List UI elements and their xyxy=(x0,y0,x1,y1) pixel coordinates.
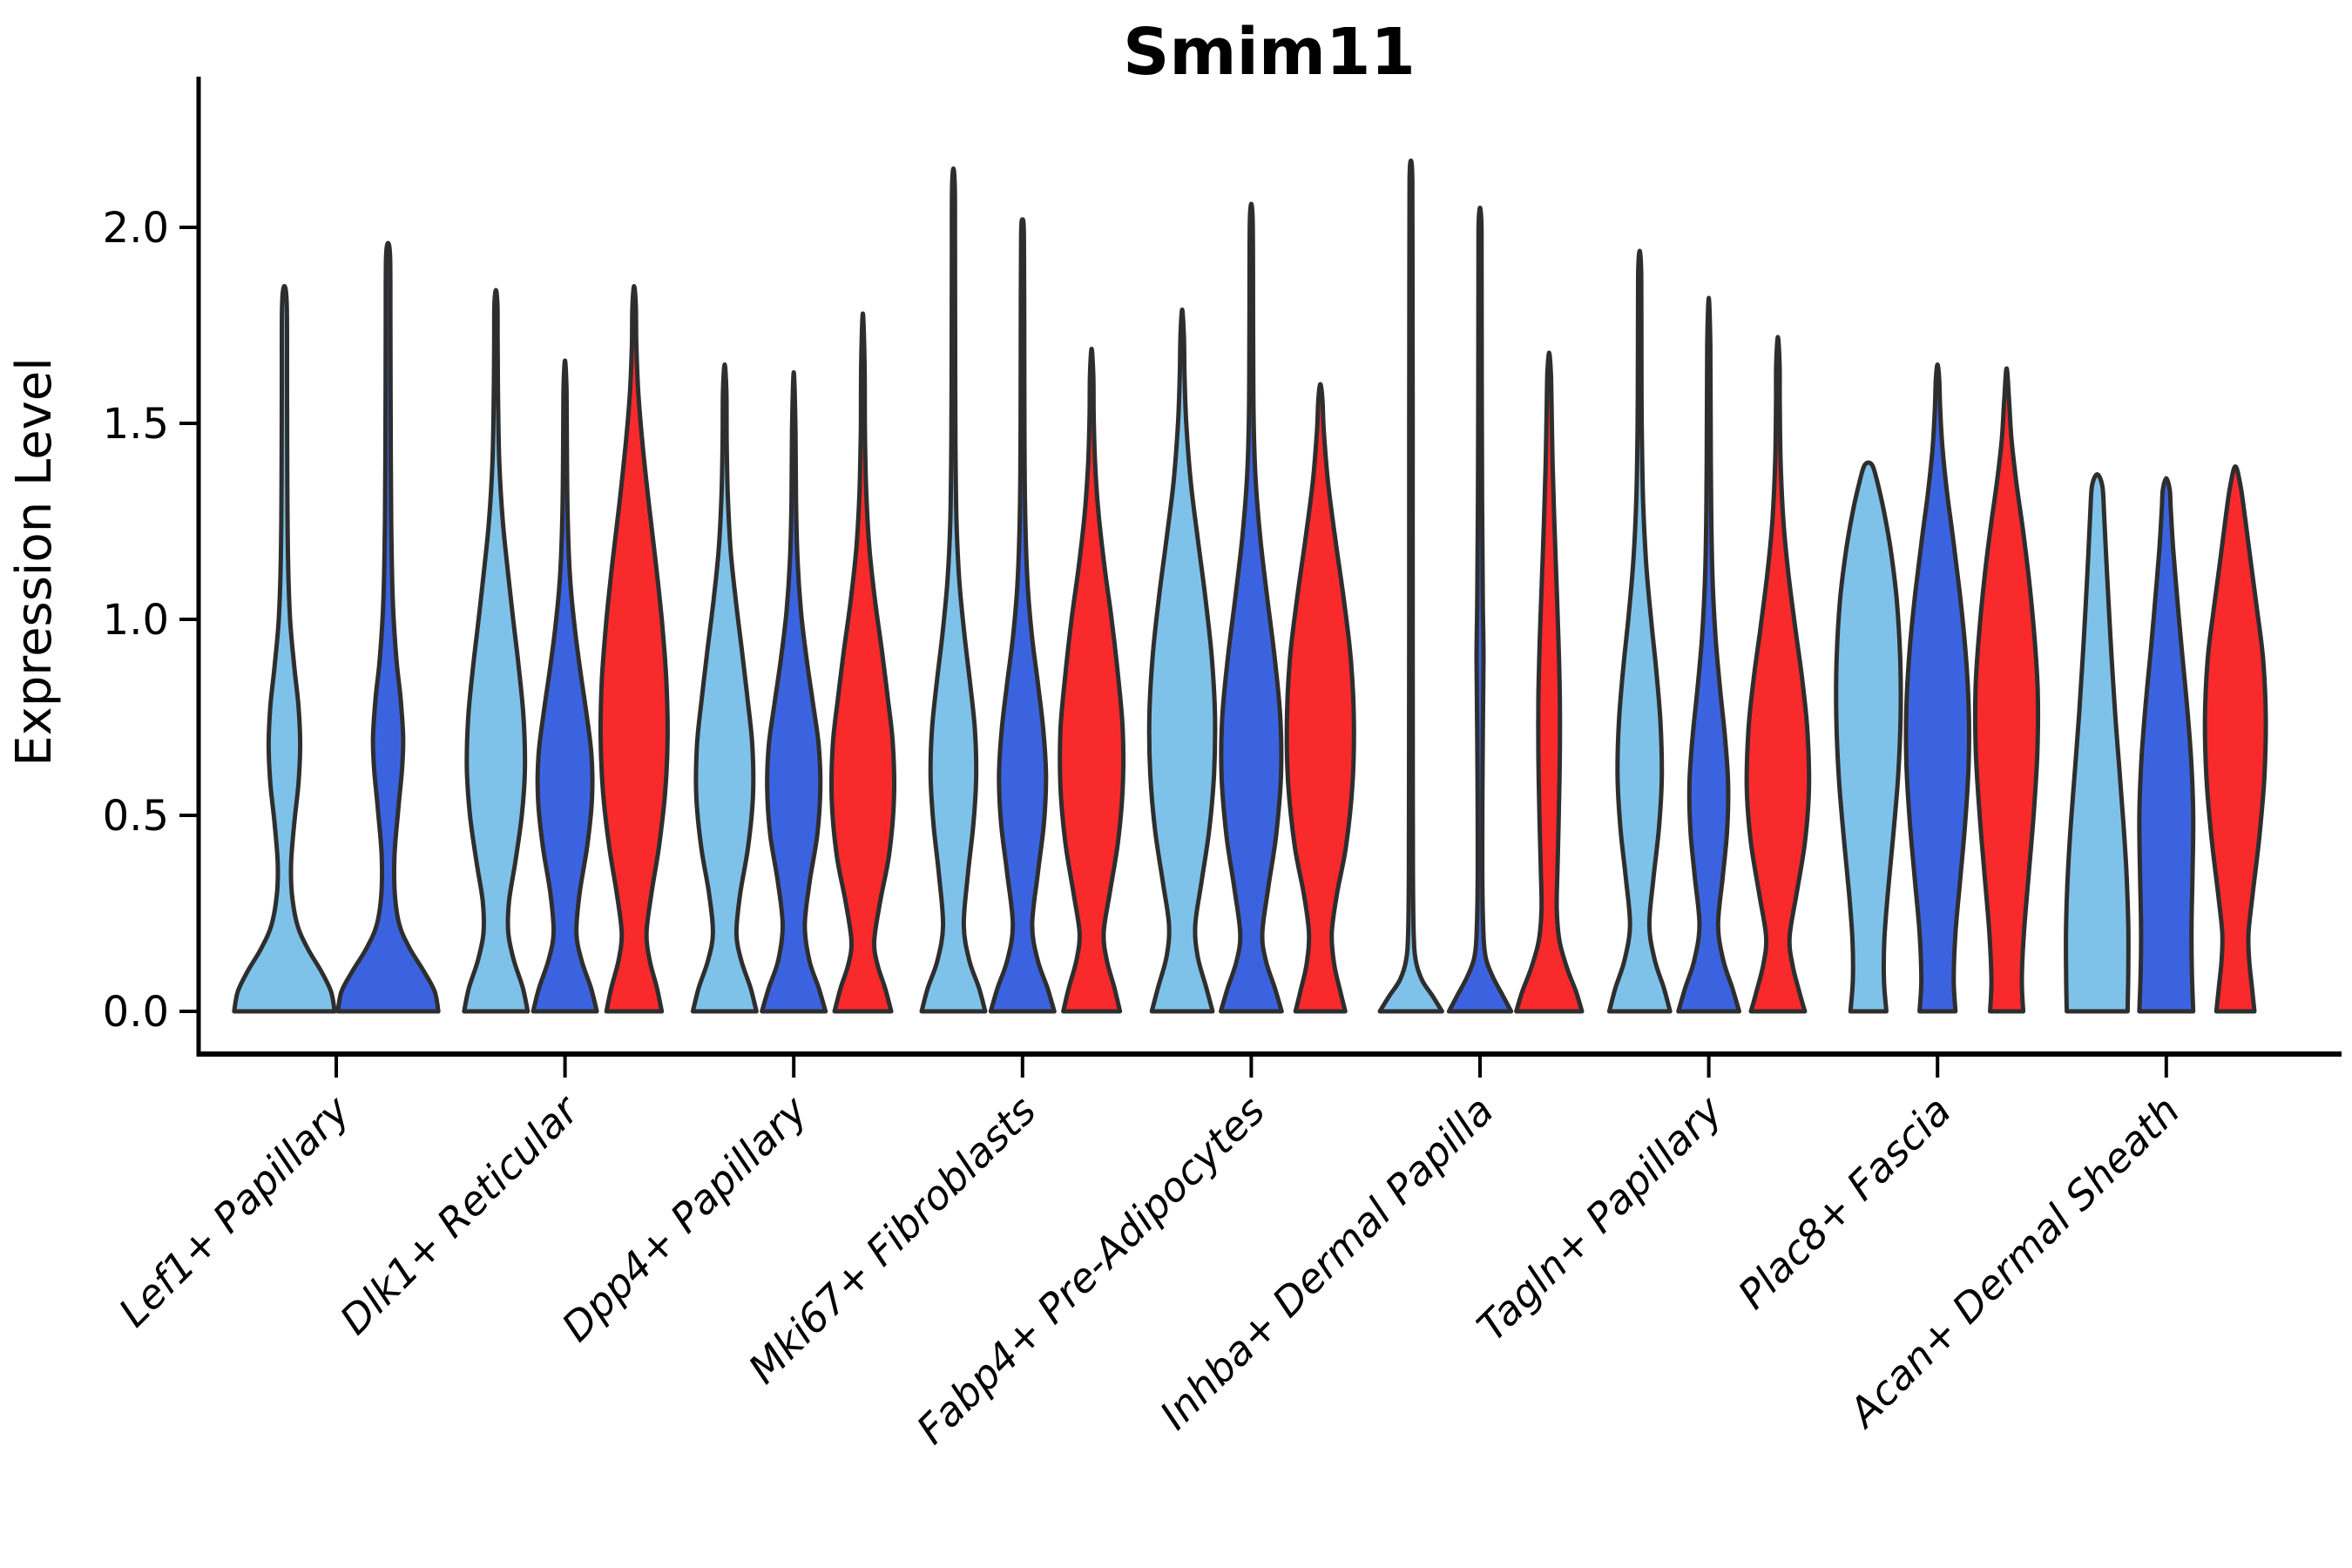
violin-lef1-papillary-light-blue xyxy=(232,284,337,1014)
violin-fabp4-pre-adipocytes-dark-blue xyxy=(1219,201,1284,1014)
violin-dpp4-papillary-dark-blue xyxy=(760,370,828,1014)
violin-acan-dermal-sheath-red xyxy=(2202,464,2268,1014)
y-tick-label-0.0: 0.0 xyxy=(103,988,169,1037)
violin-plac8-fascia-dark-blue xyxy=(1903,362,1971,1014)
violin-plac8-fascia-light-blue xyxy=(1834,460,1903,1014)
violin-lef1-papillary-dark-blue xyxy=(335,240,441,1014)
violin-mki67-fibroblasts-dark-blue xyxy=(988,217,1057,1014)
x-tick-label-lef1-papillary: Lef1+ Papillary xyxy=(110,1086,359,1335)
violin-tagln-papillary-red xyxy=(1744,335,1812,1014)
x-tick-label-tagln-papillary: Tagln+ Papillary xyxy=(1468,1086,1732,1350)
y-axis-ticks-layer: 0.0 0.5 1.0 1.5 2.0 xyxy=(103,204,199,1037)
violin-fabp4-pre-adipocytes-light-blue xyxy=(1146,308,1218,1014)
x-tick-label-dpp4-papillary: Dpp4+ Papillary xyxy=(552,1086,816,1350)
x-tick-label-dlk1-reticular: Dlk1+ Reticular xyxy=(331,1085,590,1343)
violin-dpp4-papillary-light-blue xyxy=(690,362,759,1014)
y-axis-label: Expression Level xyxy=(6,357,63,767)
violin-inhba-dermal-papilla-dark-blue xyxy=(1446,206,1514,1014)
y-tick-label-1.0: 1.0 xyxy=(103,596,169,645)
violin-fabp4-pre-adipocytes-red xyxy=(1284,382,1356,1014)
chart-title: Smim11 xyxy=(1123,15,1416,90)
violin-dlk1-reticular-light-blue xyxy=(462,287,531,1014)
violin-inhba-dermal-papilla-red xyxy=(1514,350,1585,1014)
violin-acan-dermal-sheath-dark-blue xyxy=(2137,476,2196,1014)
y-tick-label-1.5: 1.5 xyxy=(103,400,169,449)
y-tick-label-0.5: 0.5 xyxy=(103,792,169,841)
violin-tagln-papillary-dark-blue xyxy=(1676,295,1741,1014)
violin-plac8-fascia-red xyxy=(1972,366,2041,1014)
violin-dpp4-papillary-red xyxy=(829,311,897,1014)
violin-mki67-fibroblasts-light-blue xyxy=(919,166,988,1014)
y-tick-label-2.0: 2.0 xyxy=(103,204,169,253)
violin-dlk1-reticular-red xyxy=(598,284,670,1014)
violin-inhba-dermal-papilla-light-blue xyxy=(1377,159,1444,1014)
violin-acan-dermal-sheath-light-blue xyxy=(2064,472,2131,1014)
violin-tagln-papillary-light-blue xyxy=(1606,248,1673,1014)
violin-series-layer xyxy=(232,159,2268,1014)
x-tick-label-plac8-fascia: Plac8+ Fascia xyxy=(1729,1087,1960,1318)
violin-dlk1-reticular-dark-blue xyxy=(531,358,599,1014)
violin-mki67-fibroblasts-red xyxy=(1058,347,1126,1014)
